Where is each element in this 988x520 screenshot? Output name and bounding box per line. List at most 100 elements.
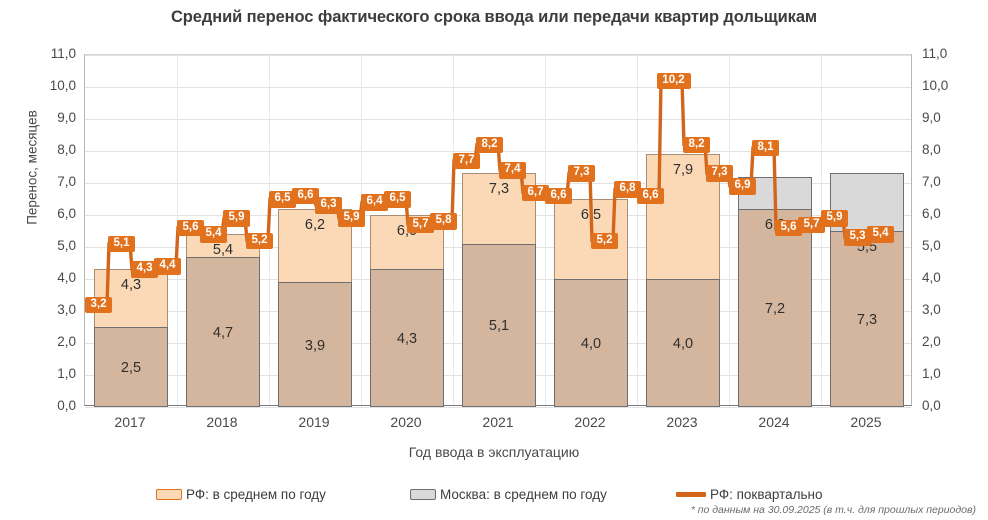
bar-value-label-moscow: 7,2 bbox=[764, 300, 786, 317]
x-axis-tick: 2019 bbox=[298, 414, 330, 430]
quarterly-value-label: 5,1 bbox=[108, 235, 135, 253]
bar-value-label-moscow: 5,1 bbox=[488, 318, 510, 335]
bar-moscow-overlap bbox=[370, 269, 444, 407]
y-axis-tick-left: 10,0 bbox=[49, 78, 76, 93]
gridline-horizontal bbox=[85, 119, 911, 120]
y-axis-tick-left: 11,0 bbox=[50, 46, 76, 61]
gridline-vertical bbox=[453, 55, 454, 405]
quarterly-value-label: 8,2 bbox=[683, 136, 710, 154]
bar-moscow-overlap bbox=[554, 279, 628, 407]
gridline-vertical bbox=[637, 55, 638, 405]
bar-value-label-moscow: 3,9 bbox=[304, 337, 326, 354]
bar-moscow-overlap bbox=[278, 282, 352, 407]
quarterly-value-label: 5,4 bbox=[200, 226, 227, 243]
quarterly-value-label: 3,2 bbox=[85, 296, 112, 314]
legend-label: РФ: в среднем по году bbox=[186, 486, 326, 502]
bar-moscow-overlap bbox=[94, 327, 168, 407]
quarterly-value-label: 10,2 bbox=[656, 72, 691, 90]
quarterly-value-label: 6,9 bbox=[729, 178, 756, 195]
legend-label: Москва: в среднем по году bbox=[440, 486, 607, 502]
y-axis-tick-right: 1,0 bbox=[922, 366, 941, 381]
quarterly-value-label: 6,7 bbox=[522, 184, 549, 202]
quarterly-value-label: 6,6 bbox=[292, 187, 319, 205]
quarterly-value-label: 5,6 bbox=[775, 219, 802, 237]
legend-swatch-msk-icon bbox=[410, 488, 436, 500]
bar-value-label-moscow: 2,5 bbox=[120, 360, 142, 376]
y-axis-tick-right: 9,0 bbox=[922, 110, 941, 125]
y-axis-tick-left: 0,0 bbox=[57, 398, 76, 413]
quarterly-value-label: 5,2 bbox=[246, 232, 273, 250]
bar-value-label-rf: 4,3 bbox=[120, 277, 142, 294]
y-axis-tick-left: 9,0 bbox=[57, 110, 76, 125]
legend-item-rf[interactable]: РФ: в среднем по году bbox=[156, 484, 326, 504]
y-axis-tick-right: 3,0 bbox=[922, 302, 941, 317]
quarterly-value-label: 8,2 bbox=[476, 136, 503, 154]
y-axis-tick-left: 2,0 bbox=[57, 334, 76, 349]
quarterly-value-label: 4,3 bbox=[131, 261, 158, 278]
y-axis-tick-right: 8,0 bbox=[922, 142, 941, 157]
legend-item-line[interactable]: РФ: поквартально bbox=[676, 484, 823, 504]
quarterly-value-label: 5,6 bbox=[177, 219, 204, 237]
quarterly-value-label: 6,3 bbox=[315, 197, 342, 214]
y-axis-tick-right: 6,0 bbox=[922, 206, 941, 221]
bar-value-label-rf: 7,9 bbox=[672, 162, 694, 179]
quarterly-value-label: 5,9 bbox=[821, 210, 848, 227]
x-axis-tick: 2018 bbox=[206, 414, 238, 430]
y-axis-tick-left: 7,0 bbox=[57, 174, 76, 189]
gridline-vertical bbox=[361, 55, 362, 405]
bar-value-label-moscow: 4,7 bbox=[212, 324, 234, 341]
bar-value-label-moscow: 7,3 bbox=[856, 312, 878, 328]
x-axis-tick: 2022 bbox=[574, 414, 606, 430]
quarterly-value-label: 7,3 bbox=[706, 165, 733, 182]
quarterly-value-label: 6,6 bbox=[545, 187, 572, 205]
y-axis-tick-left: 1,0 bbox=[57, 366, 76, 381]
legend-item-msk[interactable]: Москва: в среднем по году bbox=[410, 484, 607, 504]
x-axis-tick: 2017 bbox=[114, 414, 146, 430]
bar-rf-overlap bbox=[830, 231, 904, 407]
x-axis-tick: 2020 bbox=[390, 414, 422, 430]
y-axis-tick-right: 0,0 bbox=[922, 398, 941, 413]
x-axis-tick: 2023 bbox=[666, 414, 698, 430]
gridline-vertical bbox=[729, 55, 730, 405]
y-axis-tick-left: 6,0 bbox=[57, 206, 76, 221]
gridline-vertical bbox=[545, 55, 546, 405]
legend-label: РФ: поквартально bbox=[710, 486, 823, 502]
chart-legend: РФ: в среднем по году Москва: в среднем п… bbox=[0, 484, 988, 506]
y-axis-tick-right: 10,0 bbox=[922, 78, 949, 93]
bar-value-label-rf: 7,3 bbox=[488, 181, 510, 198]
quarterly-value-label: 6,4 bbox=[361, 194, 388, 211]
bar-moscow-overlap bbox=[462, 243, 536, 407]
x-axis-tick: 2025 bbox=[850, 414, 882, 430]
chart-title: Средний перенос фактического срока ввода… bbox=[170, 8, 817, 26]
x-axis-tick: 2021 bbox=[482, 414, 514, 430]
gridline-horizontal bbox=[85, 87, 911, 88]
x-axis-title: Год ввода в эксплуатацию bbox=[408, 444, 580, 460]
y-axis-tick-right: 4,0 bbox=[922, 270, 941, 285]
quarterly-value-label: 5,8 bbox=[430, 213, 457, 230]
quarterly-value-label: 5,7 bbox=[798, 216, 825, 234]
bar-value-label-moscow: 4,3 bbox=[396, 331, 418, 348]
quarterly-value-label: 7,3 bbox=[568, 165, 595, 182]
quarterly-value-label: 5,2 bbox=[591, 232, 618, 250]
quarterly-value-label: 7,4 bbox=[499, 162, 526, 179]
y-axis-left-title: Перенос, месяцев bbox=[24, 110, 40, 225]
quarterly-value-label: 7,7 bbox=[453, 152, 480, 170]
y-axis-tick-right: 2,0 bbox=[922, 334, 941, 349]
gridline-horizontal bbox=[85, 55, 911, 56]
bar-value-label-moscow: 4,0 bbox=[672, 336, 694, 352]
y-axis-tick-left: 4,0 bbox=[57, 270, 76, 285]
y-axis-tick-right: 7,0 bbox=[922, 174, 941, 189]
bar-rf-overlap bbox=[738, 208, 812, 407]
quarterly-value-label: 5,9 bbox=[338, 210, 365, 227]
bar-value-label-rf: 5,4 bbox=[212, 242, 234, 259]
plot-area: 4,32,55,44,76,23,96,04,37,35,16,54,07,94… bbox=[84, 54, 912, 408]
bar-value-label-moscow: 4,0 bbox=[580, 336, 602, 352]
x-axis-tick: 2024 bbox=[758, 414, 790, 430]
bar-value-label-rf: 6,2 bbox=[304, 216, 326, 233]
quarterly-value-label: 6,5 bbox=[269, 191, 296, 208]
y-axis-tick-right: 5,0 bbox=[922, 238, 941, 253]
y-axis-tick-right: 11,0 bbox=[922, 46, 948, 61]
quarterly-value-label: 6,8 bbox=[614, 181, 641, 198]
quarterly-value-label: 4,4 bbox=[154, 258, 181, 275]
